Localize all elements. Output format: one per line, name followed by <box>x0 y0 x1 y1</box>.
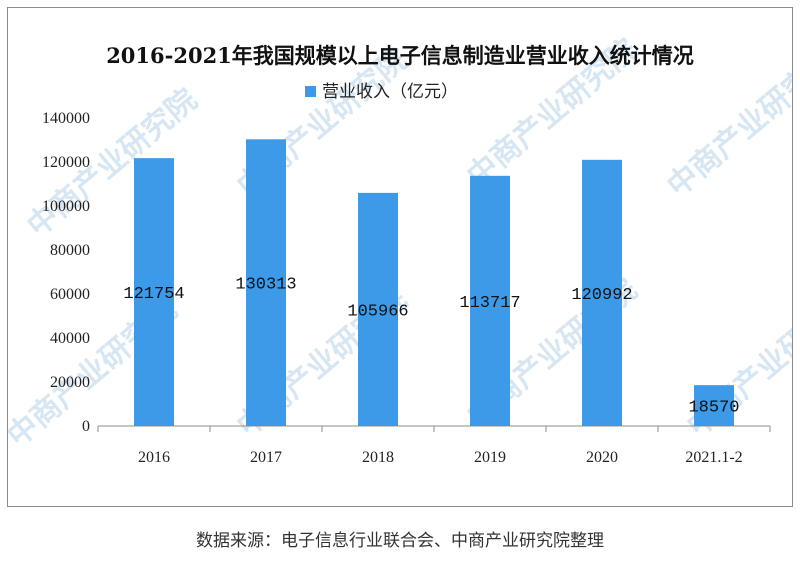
data-label: 113717 <box>459 294 520 313</box>
x-tick-label: 2016 <box>138 449 170 466</box>
legend-label: 营业收入（亿元） <box>322 82 458 102</box>
data-label: 18570 <box>688 399 739 418</box>
bar <box>582 159 622 426</box>
data-label: 130313 <box>235 276 296 295</box>
y-tick-label: 100000 <box>42 198 90 215</box>
y-tick-label: 60000 <box>50 286 90 303</box>
y-tick-label: 80000 <box>50 242 90 259</box>
chart-title: 2016-2021年我国规模以上电子信息制造业营业收入统计情况 <box>106 43 694 68</box>
data-label: 105966 <box>347 302 408 321</box>
y-tick-label: 0 <box>82 418 90 435</box>
legend: 营业收入（亿元） <box>305 82 458 102</box>
x-tick-label: 2017 <box>250 449 282 466</box>
data-label: 120992 <box>571 286 632 305</box>
x-tick-label: 2020 <box>586 449 618 466</box>
source-note: 数据来源：电子信息行业联合会、中商产业研究院整理 <box>196 531 604 551</box>
y-tick-label: 40000 <box>50 330 90 347</box>
x-axis: 2016 2017 2018 2019 2020 2021.1-2 <box>97 425 771 466</box>
bar <box>358 192 398 426</box>
x-tick-label: 2018 <box>362 449 394 466</box>
x-tick-label: 2019 <box>474 449 506 466</box>
x-tick-label: 2021.1-2 <box>685 449 742 466</box>
data-label: 121754 <box>123 285 184 304</box>
legend-swatch <box>305 86 316 97</box>
bar <box>470 175 510 426</box>
y-tick-label: 20000 <box>50 374 90 391</box>
bar <box>134 158 174 426</box>
bars <box>134 139 734 426</box>
chart-frame: 中商产业研究院 中商产业研究院 中商产业研究院 中商产业研究院 中商产业研究院 中商产业研… <box>7 7 793 507</box>
bar <box>246 139 286 426</box>
y-axis: 0 20000 40000 60000 80000 100000 120000 140000 <box>42 110 90 435</box>
y-tick-label: 120000 <box>42 154 90 171</box>
bar <box>694 385 734 426</box>
y-tick-label: 140000 <box>42 110 90 127</box>
data-labels: 121754 130313 105966 113717 120992 18570 <box>123 276 739 418</box>
